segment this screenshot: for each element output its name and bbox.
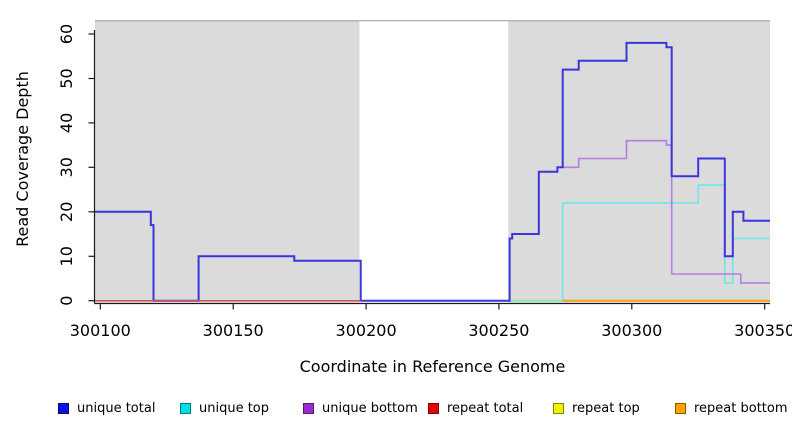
legend-item-repeat-bottom: repeat bottom xyxy=(675,399,788,417)
legend-swatch-repeat-top xyxy=(553,402,564,414)
series-line-unique-top xyxy=(509,184,770,302)
y-tick-label: 40 xyxy=(57,113,76,133)
legend-item-unique-top: unique top xyxy=(180,399,269,417)
legend-item-repeat-top: repeat top xyxy=(553,399,640,417)
shaded-region-right xyxy=(508,20,770,303)
legend-swatch-repeat-total xyxy=(428,402,439,414)
x-tick-label: 300150 xyxy=(203,321,264,340)
y-tick-label: 0 xyxy=(57,296,76,306)
x-tick-label: 300300 xyxy=(601,321,662,340)
legend-item-unique-bottom: unique bottom xyxy=(303,399,418,417)
legend-label: unique top xyxy=(199,400,270,416)
series-line-unique-total xyxy=(95,41,770,302)
y-tick-label: 60 xyxy=(57,24,76,44)
x-tick-label: 300350 xyxy=(734,321,792,340)
x-tick-label: 300100 xyxy=(70,321,131,340)
legend-swatch-repeat-bottom xyxy=(675,402,686,414)
series-line-unique-bottom xyxy=(557,139,770,284)
legend: unique total unique top unique bottom repea… xyxy=(0,399,792,421)
y-axis-title: Read Coverage Depth xyxy=(13,71,32,247)
legend-swatch-unique-bottom xyxy=(303,402,314,414)
x-axis-title: Coordinate in Reference Genome xyxy=(299,357,566,376)
y-tick-label: 30 xyxy=(57,157,76,177)
legend-label: unique bottom xyxy=(322,400,418,416)
y-tick-label: 10 xyxy=(57,246,76,266)
legend-swatch-unique-top xyxy=(180,402,191,414)
legend-swatch-unique-total xyxy=(58,402,69,414)
legend-label: repeat bottom xyxy=(694,400,788,416)
legend-item-unique-total: unique total xyxy=(58,399,155,417)
legend-label: repeat top xyxy=(572,400,640,416)
y-tick-label: 20 xyxy=(57,202,76,222)
x-tick-label: 300200 xyxy=(336,321,397,340)
y-tick-label: 50 xyxy=(57,68,76,88)
legend-item-repeat-total: repeat total xyxy=(428,399,523,417)
legend-label: repeat total xyxy=(447,400,524,416)
legend-label: unique total xyxy=(77,400,156,416)
x-tick-label: 300250 xyxy=(468,321,529,340)
